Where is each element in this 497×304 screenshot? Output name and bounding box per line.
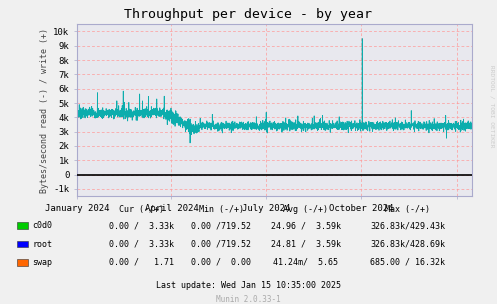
Text: swap: swap: [32, 258, 52, 267]
Text: 41.24m/  5.65: 41.24m/ 5.65: [273, 258, 338, 267]
Text: 685.00 / 16.32k: 685.00 / 16.32k: [370, 258, 445, 267]
Text: 0.00 /  3.33k: 0.00 / 3.33k: [109, 240, 174, 249]
Text: root: root: [32, 240, 52, 249]
Text: Munin 2.0.33-1: Munin 2.0.33-1: [216, 295, 281, 304]
Text: Avg (-/+): Avg (-/+): [283, 205, 328, 214]
Y-axis label: Bytes/second read (-) / write (+): Bytes/second read (-) / write (+): [40, 28, 49, 193]
Text: 326.83k/429.43k: 326.83k/429.43k: [370, 221, 445, 230]
Text: Min (-/+): Min (-/+): [199, 205, 244, 214]
Text: 0.00 /   1.71: 0.00 / 1.71: [109, 258, 174, 267]
Text: Max (-/+): Max (-/+): [385, 205, 430, 214]
Text: Throughput per device - by year: Throughput per device - by year: [125, 8, 372, 21]
Text: RRDTOOL / TOBI OETIKER: RRDTOOL / TOBI OETIKER: [490, 65, 495, 148]
Text: 24.96 /  3.59k: 24.96 / 3.59k: [271, 221, 340, 230]
Text: 0.00 /  3.33k: 0.00 / 3.33k: [109, 221, 174, 230]
Text: Last update: Wed Jan 15 10:35:00 2025: Last update: Wed Jan 15 10:35:00 2025: [156, 281, 341, 290]
Text: 24.81 /  3.59k: 24.81 / 3.59k: [271, 240, 340, 249]
Text: Cur (-/+): Cur (-/+): [119, 205, 164, 214]
Text: 0.00 /  0.00: 0.00 / 0.00: [191, 258, 251, 267]
Text: 0.00 /719.52: 0.00 /719.52: [191, 240, 251, 249]
Text: 326.83k/428.69k: 326.83k/428.69k: [370, 240, 445, 249]
Text: 0.00 /719.52: 0.00 /719.52: [191, 221, 251, 230]
Text: c0d0: c0d0: [32, 221, 52, 230]
